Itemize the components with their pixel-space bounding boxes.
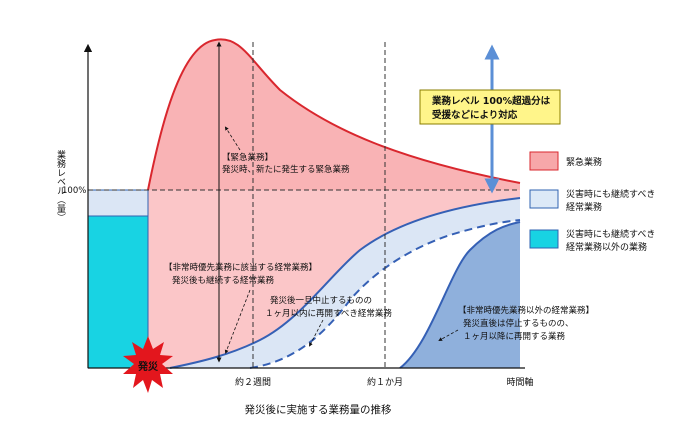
legend-label-continuing-2: 経常業務	[566, 201, 602, 213]
emergency-desc: 発災時、新たに発生する緊急業務	[222, 164, 350, 175]
legend-label-emergency: 緊急業務	[566, 156, 602, 168]
emergency-title: 【緊急業務】	[222, 152, 273, 163]
priority-desc: 発災後も継続する経常業務	[172, 275, 275, 286]
x-tick-time-axis: 時間軸	[506, 376, 533, 388]
non-continuing-business-block	[87, 215, 149, 369]
regular-business-curve	[169, 197, 521, 369]
continuing-business-block	[87, 189, 149, 217]
legend-label-other-1: 災害時にも継続すべき	[566, 228, 655, 240]
nonpriority-desc2: １ヶ月以降に再開する業務	[463, 331, 566, 342]
legend-swatch-other	[529, 229, 559, 249]
burst-icon	[123, 336, 173, 393]
x-tick-one-month: 約１か月	[367, 376, 403, 388]
nonpriority-pointer	[438, 329, 459, 341]
resume-line2: １ヶ月以内に再開すべき経常業務	[265, 308, 392, 319]
emergency-curve	[147, 38, 521, 191]
resume-band-area	[170, 198, 520, 368]
legend-label-continuing-1: 災害時にも継続すべき	[566, 188, 655, 200]
nonpriority-title: 【非常時優先業務以外の経常業務】	[458, 305, 594, 316]
legend-label-other-2: 経常業務以外の業務	[566, 241, 647, 253]
resume-line1: 発災後一旦中止するものの	[270, 295, 372, 306]
non-priority-business-area	[400, 222, 520, 368]
priority-title: 【非常時優先業務に該当する経常業務】	[164, 262, 317, 273]
legend-swatch-emergency	[529, 151, 559, 171]
disaster-badge: 発災	[137, 360, 159, 373]
y-axis-label: 業務レベル（量）	[55, 149, 66, 222]
callout-line-1: 業務レベル 100%超過分は	[431, 95, 551, 107]
priority-pointer	[224, 289, 251, 354]
legend: 緊急業務 災害時にも継続すべき 経常業務 災害時にも継続すべき 経常業務以外の業…	[529, 151, 655, 253]
y-tick-100: 100%	[62, 186, 86, 196]
x-tick-two-weeks: 約２週間	[235, 376, 271, 388]
diagram-caption: 発災後に実施する業務量の推移	[245, 403, 392, 416]
non-priority-curve	[399, 221, 521, 369]
resume-business-curve	[249, 219, 521, 369]
emergency-pointer	[224, 126, 241, 151]
callout-line-2: 受援などにより対応	[432, 109, 518, 121]
nonpriority-desc1: 発災直後は停止するものの、	[463, 318, 574, 329]
legend-swatch-continuing	[529, 189, 559, 209]
regular-business-area	[148, 190, 520, 368]
emergency-business-area	[148, 39, 520, 190]
overflow-callout	[419, 89, 561, 125]
